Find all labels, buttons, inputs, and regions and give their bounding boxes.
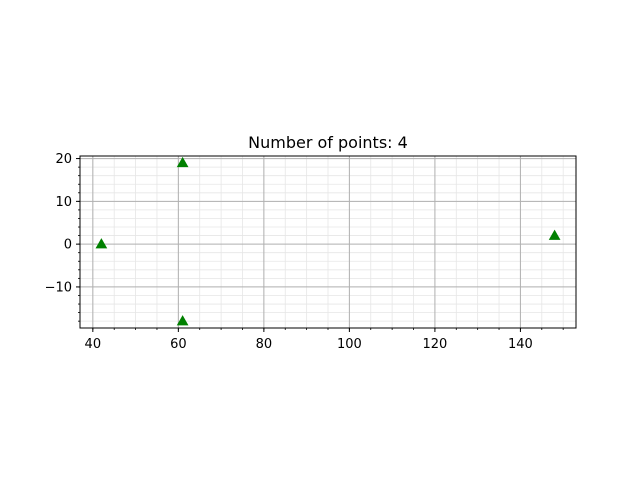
data-point-triangle <box>95 238 108 249</box>
x-tick-label: 60 <box>170 337 187 352</box>
y-tick-label: 0 <box>64 238 72 253</box>
data-point-triangle <box>548 229 561 240</box>
x-axis: 40 60 80 100 120 140 <box>85 328 564 352</box>
x-tick-label: 80 <box>256 337 273 352</box>
data-point-triangle <box>176 315 189 326</box>
x-tick-label: 120 <box>422 337 447 352</box>
x-tick-label: 40 <box>85 337 102 352</box>
y-tick-label: −10 <box>45 280 72 295</box>
y-tick-label: 10 <box>55 195 72 210</box>
data-points <box>95 156 561 326</box>
y-axis: −10 0 10 20 <box>45 152 80 322</box>
x-tick-label: 100 <box>337 337 362 352</box>
major-grid <box>80 156 576 328</box>
x-tick-label: 140 <box>508 337 533 352</box>
data-point-triangle <box>176 156 189 168</box>
y-tick-label: 20 <box>55 152 72 167</box>
chart-title: Number of points: 4 <box>248 133 408 152</box>
